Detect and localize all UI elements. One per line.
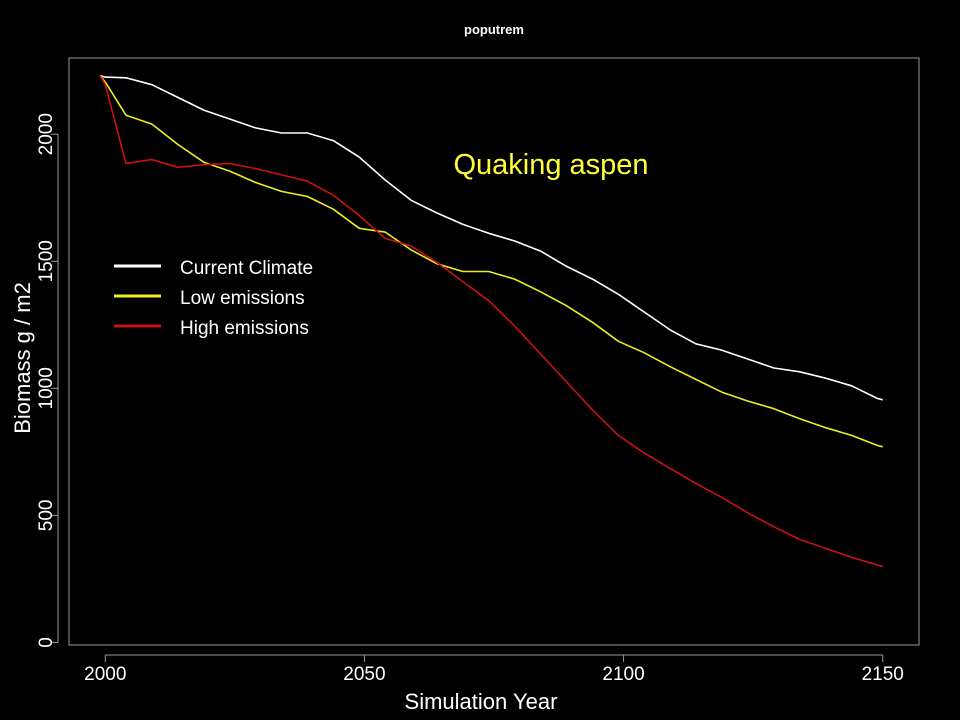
x-axis: 2000 2050 2100 2150 [84, 654, 904, 685]
y-axis-title: Biomass g / m2 [10, 282, 35, 434]
x-tick-label: 2050 [343, 664, 385, 685]
legend: Current Climate Low emissions High emissio… [114, 258, 313, 339]
y-tick-label: 0 [36, 637, 57, 648]
y-tick-label: 1000 [36, 367, 57, 409]
plot-frame [68, 57, 920, 646]
species-annotation: Quaking aspen [453, 149, 648, 181]
chart-title: poputrem [464, 22, 524, 37]
y-tick-label: 500 [36, 500, 57, 532]
y-axis: 0 500 1000 1500 2000 [36, 113, 59, 648]
series-line-1 [99, 75, 883, 401]
y-tick-label: 1500 [36, 240, 57, 282]
y-tick-label: 2000 [36, 113, 57, 155]
x-tick-label: 2000 [84, 664, 126, 685]
legend-label: Current Climate [180, 258, 313, 279]
x-tick-label: 2150 [862, 664, 904, 685]
legend-label: High emissions [180, 318, 309, 339]
series-lines [99, 75, 883, 567]
x-tick-label: 2100 [602, 664, 644, 685]
series-line-2 [99, 75, 883, 448]
legend-label: Low emissions [180, 288, 305, 309]
x-axis-title: Simulation Year [405, 689, 558, 714]
series-line-3 [99, 75, 883, 567]
